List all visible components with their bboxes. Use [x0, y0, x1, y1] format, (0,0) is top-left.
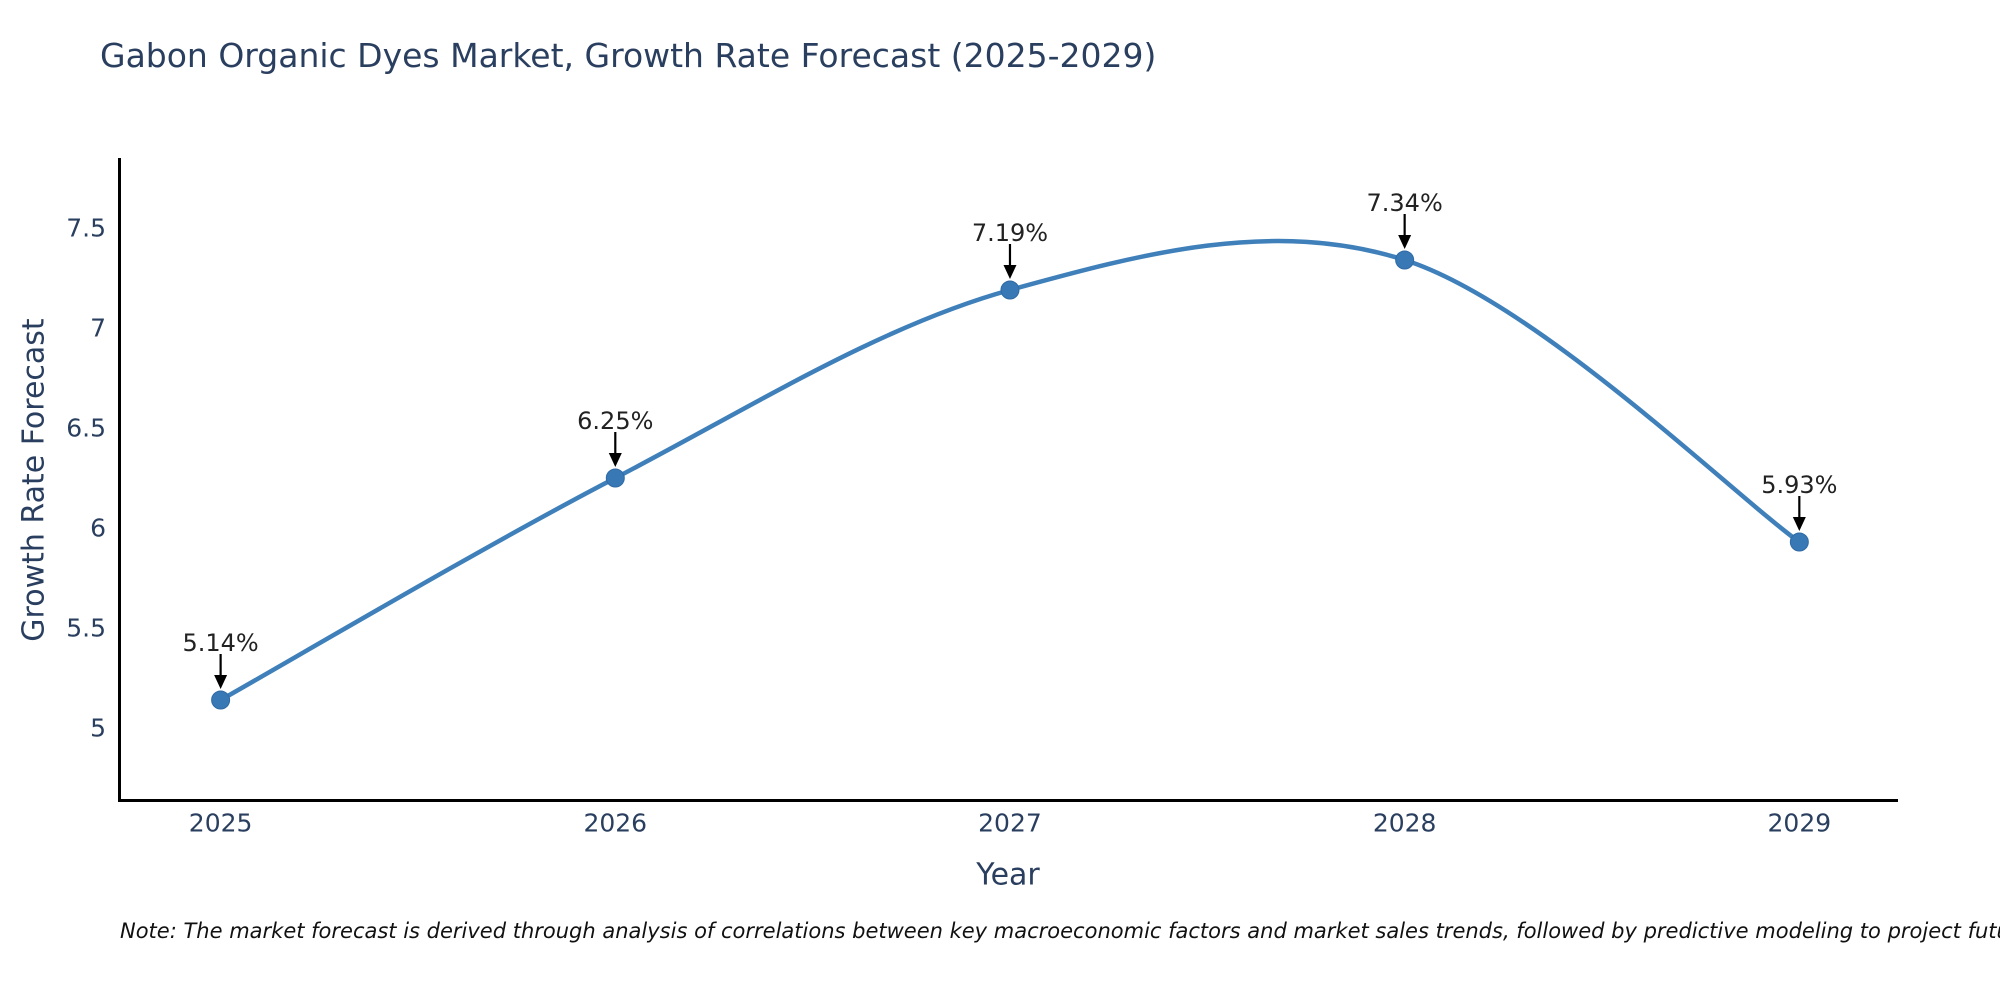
x-tick-label: 2029	[1767, 808, 1832, 838]
x-tick-label: 2025	[188, 808, 253, 838]
y-tick-label: 6.5	[66, 413, 106, 443]
y-tick-label: 7.5	[66, 213, 106, 243]
x-tick-label: 2027	[978, 808, 1042, 838]
footnote: Note: The market forecast is derived thr…	[120, 919, 2000, 943]
x-axis-title: Year	[976, 857, 1040, 893]
annotation-arrowhead-icon	[1398, 235, 1412, 249]
point-value-label: 5.14%	[182, 629, 259, 657]
y-tick-label: 5	[90, 713, 106, 743]
point-value-label: 7.34%	[1366, 189, 1443, 217]
data-point-marker	[1395, 250, 1415, 270]
x-tick-label: 2028	[1372, 808, 1437, 838]
forecast-line	[218, 238, 1802, 703]
data-point-marker	[1789, 532, 1809, 552]
point-value-label: 5.93%	[1761, 471, 1838, 499]
y-tick-label: 7	[90, 313, 106, 343]
data-point-marker	[211, 690, 231, 710]
annotation-arrowhead-icon	[1792, 517, 1806, 531]
data-point-marker	[1000, 280, 1020, 300]
y-tick-label: 6	[90, 513, 106, 543]
annotation-arrowhead-icon	[608, 453, 622, 467]
point-value-label: 6.25%	[577, 407, 654, 435]
point-value-label: 7.19%	[971, 219, 1049, 247]
annotation-arrowhead-icon	[1003, 265, 1017, 279]
annotation-arrowhead-icon	[214, 675, 228, 689]
data-point-marker	[605, 468, 625, 488]
x-tick-label: 2026	[583, 808, 648, 838]
chart-title: Gabon Organic Dyes Market, Growth Rate F…	[100, 36, 1157, 75]
y-tick-label: 5.5	[66, 613, 106, 643]
y-axis-title: Growth Rate Forecast	[16, 318, 52, 642]
